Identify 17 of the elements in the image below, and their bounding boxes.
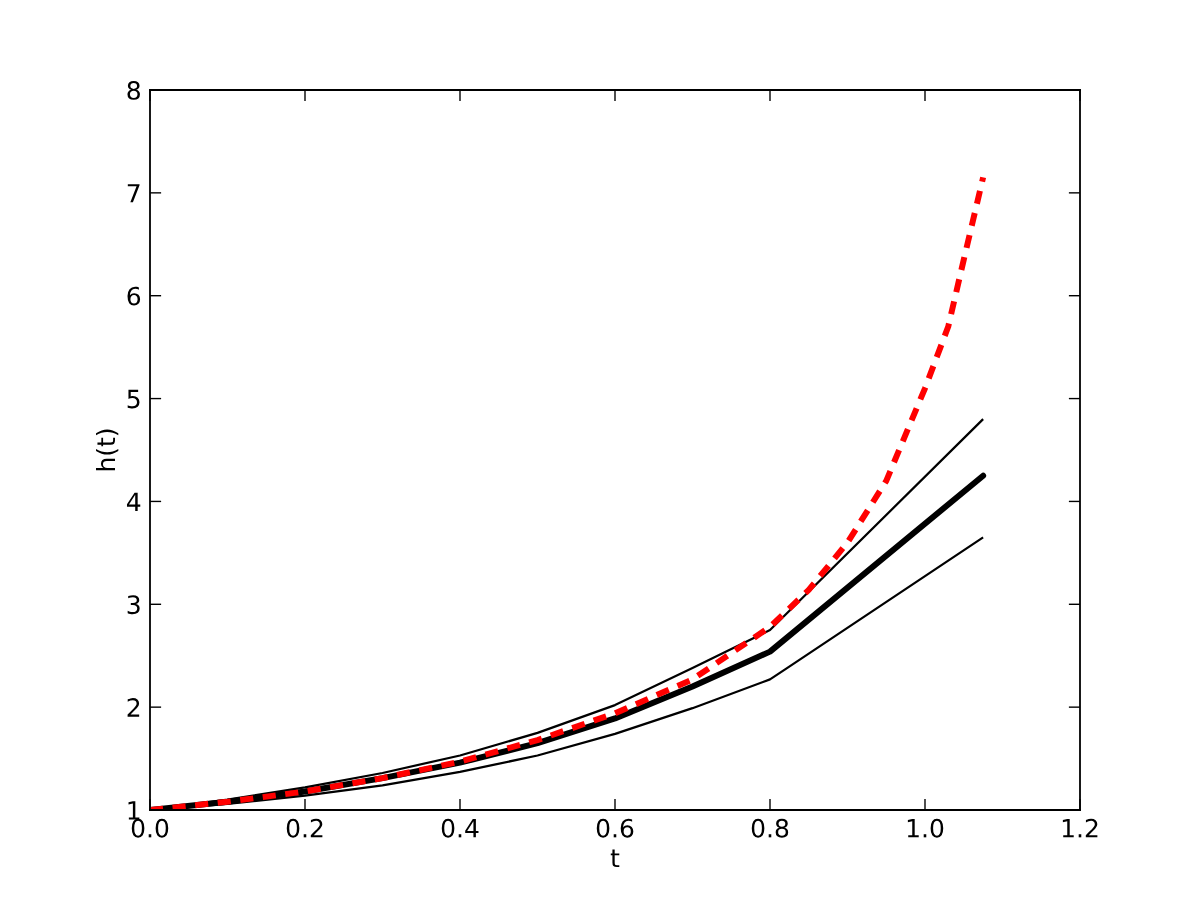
x-tick-label: 1.0 bbox=[907, 818, 944, 838]
y-tick-label: 6 bbox=[127, 286, 141, 306]
y-tick-label: 2 bbox=[127, 698, 140, 717]
x-tick-label: 0.0 bbox=[131, 818, 169, 838]
y-tick-label: 3 bbox=[127, 595, 140, 615]
x-tick-label: 0.2 bbox=[286, 818, 323, 838]
y-tick-label: 5 bbox=[127, 389, 140, 409]
x-axis-title: t bbox=[610, 849, 620, 868]
x-tick-label: 0.6 bbox=[596, 818, 634, 838]
x-tick-label: 0.8 bbox=[751, 818, 789, 838]
y-tick-label: 7 bbox=[127, 184, 140, 203]
x-tick-label: 0.4 bbox=[441, 818, 479, 838]
y-tick-label: 1 bbox=[128, 801, 140, 820]
y-tick-label: 8 bbox=[127, 80, 140, 100]
y-tick-label: 4 bbox=[126, 492, 141, 511]
y-axis-title: h(t) bbox=[96, 429, 119, 471]
x-tick-label: 1.2 bbox=[1062, 818, 1098, 838]
